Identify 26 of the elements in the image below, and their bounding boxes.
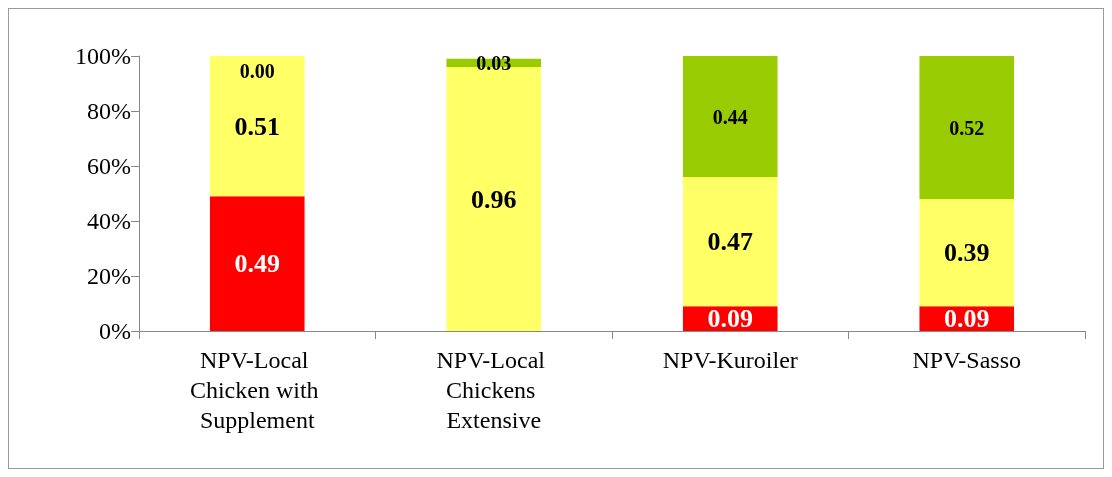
data-label: 0.47 bbox=[707, 227, 753, 257]
data-label: 0.52 bbox=[949, 116, 985, 139]
bar bbox=[682, 177, 778, 307]
y-tick-label: 40% bbox=[87, 208, 131, 234]
bar bbox=[919, 199, 1015, 307]
data-label: 0.51 bbox=[234, 111, 280, 141]
y-tick-label: 100% bbox=[75, 43, 131, 69]
y-tick-label: 80% bbox=[87, 98, 131, 124]
x-tick-label: NPV-Sasso bbox=[912, 347, 1021, 373]
data-label: 0.09 bbox=[944, 304, 990, 334]
x-tick-label: NPV-Local Chickens Extensive bbox=[436, 347, 551, 433]
bar bbox=[682, 56, 778, 177]
data-label: 0.09 bbox=[707, 304, 753, 334]
data-label: 0.00 bbox=[239, 60, 275, 82]
data-label: 0.44 bbox=[712, 105, 748, 128]
data-label: 0.49 bbox=[234, 249, 280, 279]
data-label: 0.96 bbox=[471, 184, 517, 214]
y-tick-label: 60% bbox=[87, 153, 131, 179]
y-tick-label: 20% bbox=[87, 263, 131, 289]
data-label: 0.39 bbox=[944, 238, 990, 268]
bar bbox=[919, 56, 1015, 199]
bar bbox=[209, 56, 305, 197]
x-tick-label: NPV-Local Chicken with Supplement bbox=[189, 347, 325, 433]
y-tick-label: 0% bbox=[99, 318, 131, 344]
bar bbox=[209, 196, 305, 331]
x-tick-label: NPV-Kuroiler bbox=[662, 347, 798, 373]
